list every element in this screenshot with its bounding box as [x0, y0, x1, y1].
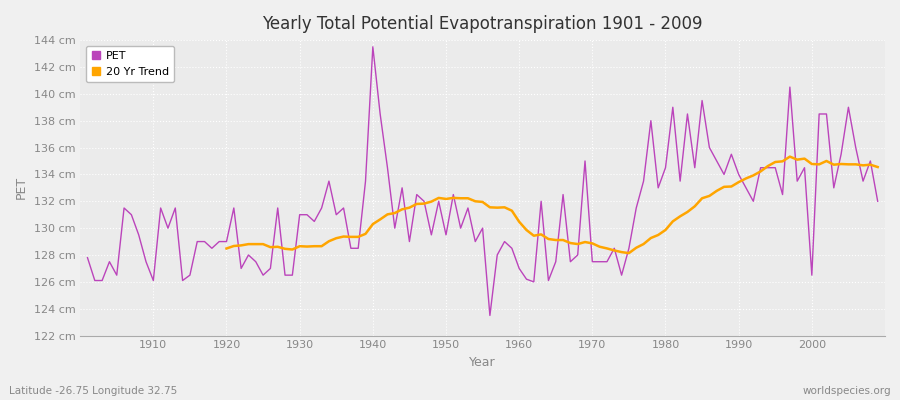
Y-axis label: PET: PET [15, 176, 28, 200]
Text: worldspecies.org: worldspecies.org [803, 386, 891, 396]
Title: Yearly Total Potential Evapotranspiration 1901 - 2009: Yearly Total Potential Evapotranspiratio… [262, 15, 703, 33]
Legend: PET, 20 Yr Trend: PET, 20 Yr Trend [86, 46, 175, 82]
Text: Latitude -26.75 Longitude 32.75: Latitude -26.75 Longitude 32.75 [9, 386, 177, 396]
X-axis label: Year: Year [469, 356, 496, 369]
